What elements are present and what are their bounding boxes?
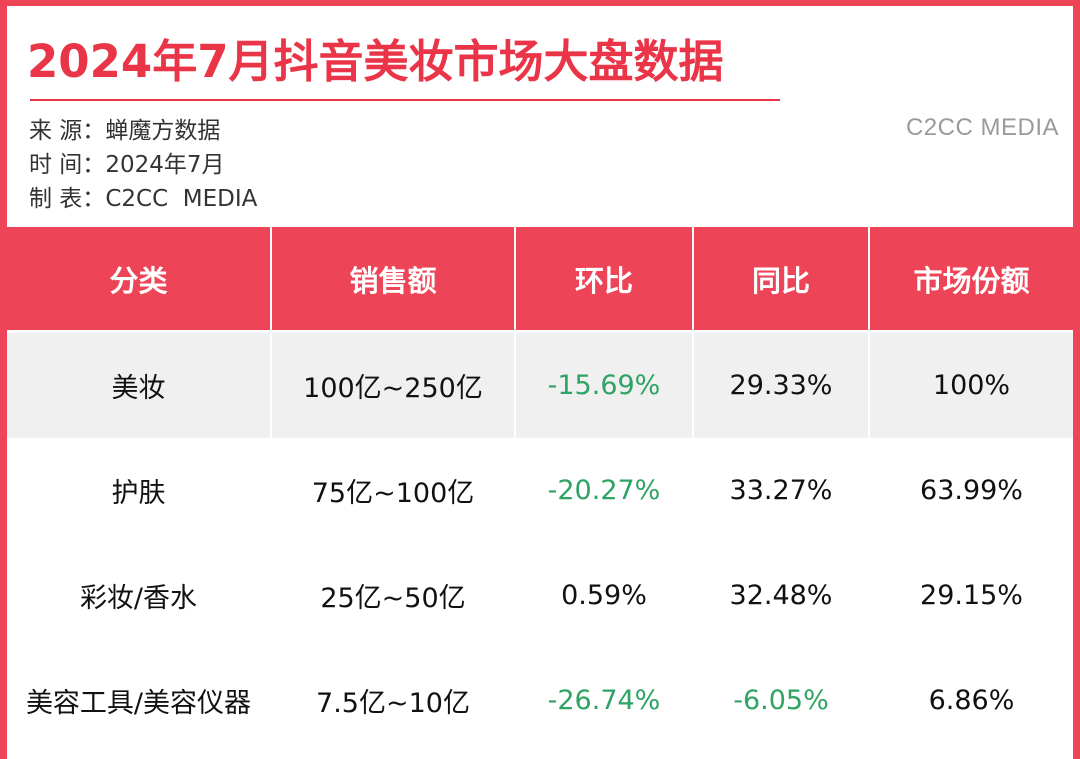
meta-maker: 制 表：C2CC MEDIA <box>29 184 257 214</box>
cell-category: 美妆 <box>7 330 271 438</box>
data-table: 分类 销售额 环比 同比 市场份额 美妆 100亿~250亿 -15.69% 2… <box>7 227 1073 753</box>
cell-yoy: 33.27% <box>692 438 869 543</box>
header-share: 市场份额 <box>868 227 1073 332</box>
cell-share: 6.86% <box>868 648 1073 753</box>
cell-share: 63.99% <box>868 438 1073 543</box>
table-row: 护肤 75亿~100亿 -20.27% 33.27% 63.99% <box>7 438 1073 543</box>
cell-mom: -20.27% <box>514 438 693 543</box>
page-title: 2024年7月抖音美妆市场大盘数据 <box>27 35 724 88</box>
cell-share: 100% <box>868 330 1073 438</box>
cell-mom: 0.59% <box>514 543 693 648</box>
header-sales: 销售额 <box>270 227 515 332</box>
cell-share: 29.15% <box>868 543 1073 648</box>
cell-mom: -15.69% <box>514 330 693 438</box>
cell-category: 护肤 <box>111 478 166 509</box>
cell-sales: 100亿~250亿 <box>270 330 515 438</box>
meta-time-label: 时 间： <box>29 152 106 178</box>
cell-mom: -26.74% <box>514 648 693 753</box>
cell-yoy: 29.33% <box>692 330 869 438</box>
header-category: 分类 <box>7 227 271 332</box>
table-row: 彩妆/香水 25亿~50亿 0.59% 32.48% 29.15% <box>7 543 1073 648</box>
meta-source-label: 来 源： <box>29 118 106 144</box>
table-row: 美妆 100亿~250亿 -15.69% 29.33% 100% <box>7 330 1073 438</box>
title-underline <box>30 99 780 101</box>
meta-source-value: 蝉魔方数据 <box>105 118 221 144</box>
cell-sales: 7.5亿~10亿 <box>270 648 515 753</box>
cell-yoy: -6.05% <box>692 648 869 753</box>
meta-maker-label: 制 表： <box>29 186 106 212</box>
cell-category: 彩妆/香水 <box>79 583 198 614</box>
cell-sales: 75亿~100亿 <box>270 438 515 543</box>
table-header-row: 分类 销售额 环比 同比 市场份额 <box>7 227 1073 332</box>
header-mom: 环比 <box>514 227 693 332</box>
cell-yoy: 32.48% <box>692 543 869 648</box>
header-yoy: 同比 <box>692 227 869 332</box>
cell-category: 美容工具/美容仪器 <box>25 688 252 719</box>
table-row: 美容工具/美容仪器 7.5亿~10亿 -26.74% -6.05% 6.86% <box>7 648 1073 753</box>
watermark-brand: C2CC MEDIA <box>905 114 1059 141</box>
cell-sales: 25亿~50亿 <box>270 543 515 648</box>
meta-source: 来 源：蝉魔方数据 <box>29 116 220 146</box>
meta-time: 时 间：2024年7月 <box>29 150 224 180</box>
meta-maker-value: C2CC MEDIA <box>105 186 258 212</box>
meta-time-value: 2024年7月 <box>105 152 225 178</box>
